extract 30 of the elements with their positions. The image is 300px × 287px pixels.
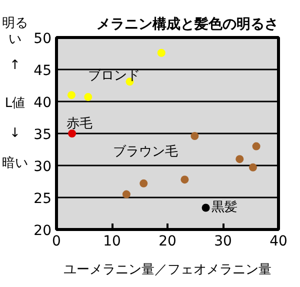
series-label: 黒髪 — [211, 200, 238, 216]
y-tick-label: 45 — [34, 63, 52, 79]
y-tick-label: 25 — [34, 191, 52, 207]
x-tick-label: 30 — [214, 234, 232, 250]
text: 明るい ↑ L値 ↓ 暗い — [2, 16, 28, 171]
point — [202, 204, 210, 212]
point — [190, 132, 199, 140]
chart-title: メラニン構成と髪色の明るさ — [96, 16, 278, 32]
x-axis-title: ユーメラニン量／フェオメラニン量 — [64, 262, 272, 278]
point — [67, 91, 76, 100]
x-tick-label: 10 — [103, 234, 121, 250]
x-tick-label: 20 — [158, 234, 176, 250]
point — [248, 163, 257, 172]
y-tick-label: 35 — [34, 127, 52, 143]
point — [68, 130, 76, 138]
point — [180, 176, 189, 184]
series-label: 赤毛 — [66, 116, 92, 132]
y-tick-label: 20 — [34, 223, 52, 239]
x-tick-label: 0 — [52, 234, 61, 250]
x-tick-label: 40 — [270, 234, 288, 250]
y-tick-label: 50 — [34, 31, 52, 47]
y-tick-label: 40 — [34, 95, 52, 111]
point — [252, 142, 260, 150]
point — [84, 93, 92, 102]
point — [157, 48, 166, 57]
series-label: ブラウン毛 — [113, 144, 178, 160]
point — [122, 190, 130, 198]
point — [140, 179, 148, 188]
point — [236, 155, 244, 164]
y-tick-label: 30 — [34, 159, 52, 175]
